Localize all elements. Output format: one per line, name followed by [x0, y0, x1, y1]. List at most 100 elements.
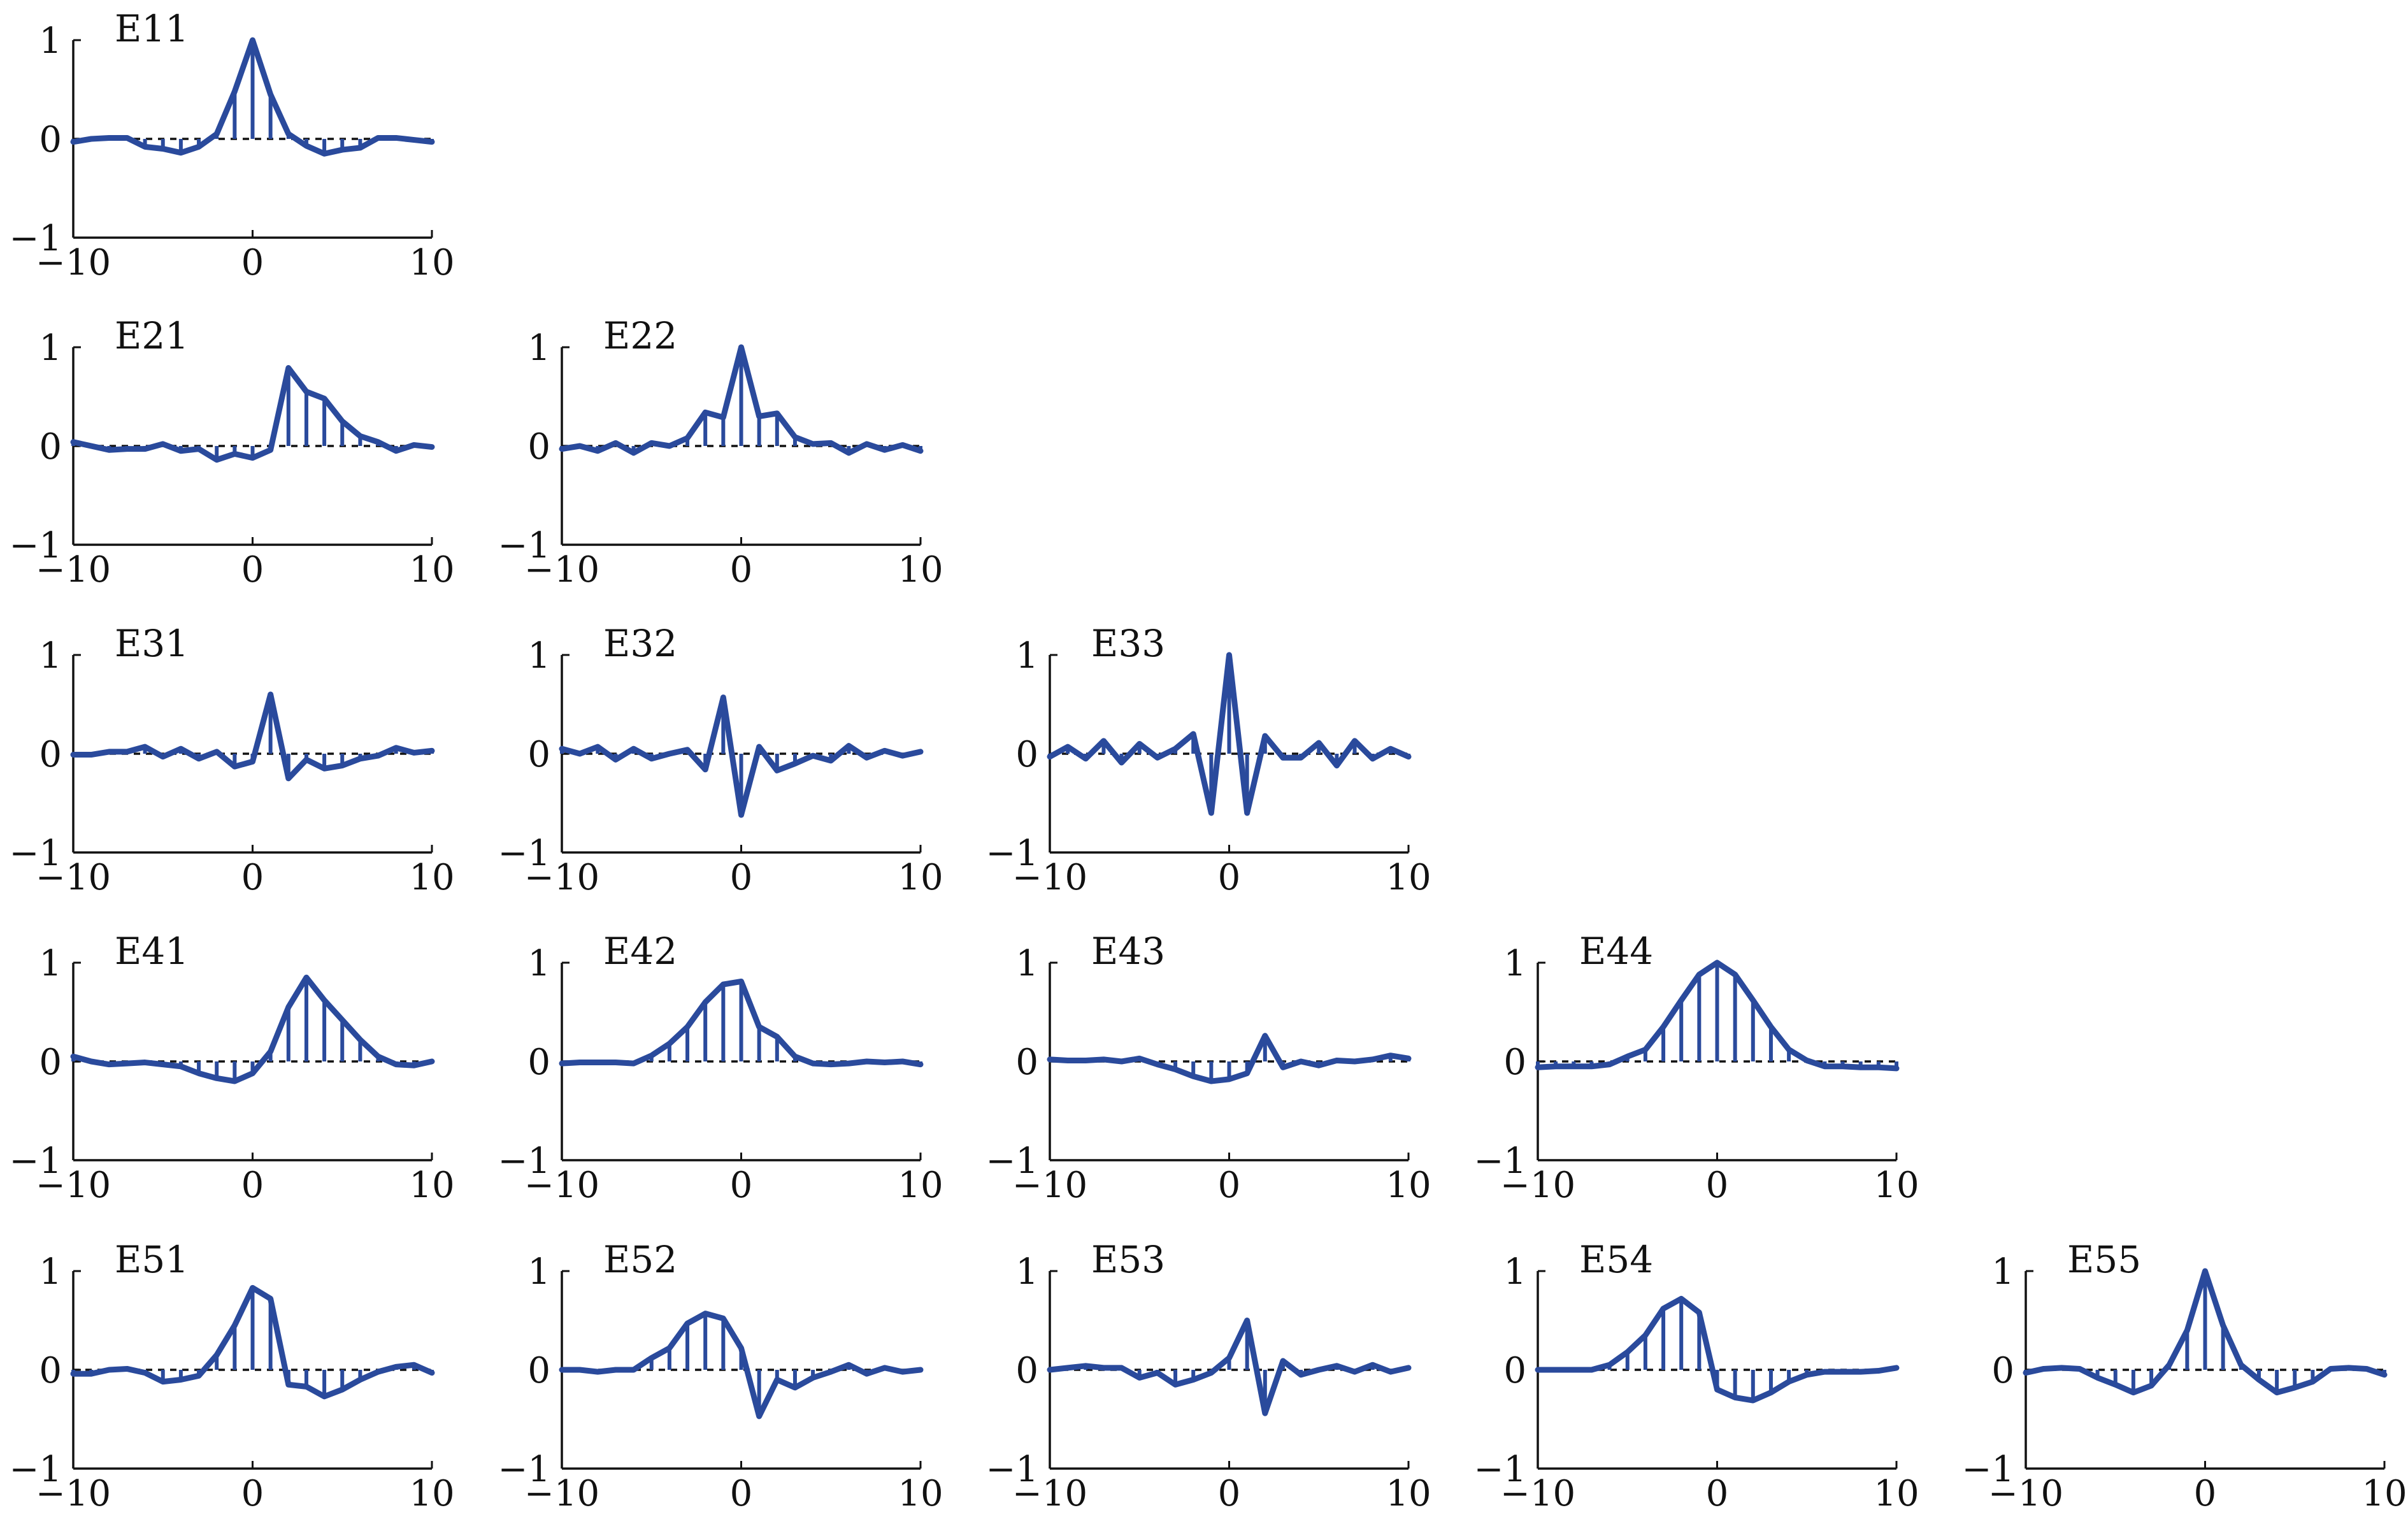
y-tick-label: −1	[1961, 1449, 2014, 1490]
x-tick-label: 0	[2194, 1473, 2217, 1514]
x-tick-label: 10	[409, 1165, 454, 1206]
x-tick-label: 0	[1218, 1165, 1241, 1206]
x-tick-label: 10	[1874, 1473, 1919, 1514]
panel-title: E21	[115, 314, 189, 357]
y-tick-label: −1	[985, 1140, 1038, 1182]
y-tick-label: 0	[527, 734, 550, 775]
y-tick-label: −1	[9, 833, 62, 874]
x-tick-label: −10	[36, 857, 111, 898]
y-tick-label: 1	[1503, 943, 1526, 984]
series-line	[559, 978, 924, 1068]
x-tick-label: 10	[898, 549, 943, 591]
panel-title: E11	[115, 7, 189, 50]
y-tick-label: 0	[527, 426, 550, 468]
y-tick-label: 1	[39, 327, 62, 369]
series-line	[1047, 1318, 1412, 1416]
y-tick-label: 1	[39, 20, 62, 62]
y-tick-label: 1	[39, 943, 62, 984]
y-tick-label: −1	[9, 525, 62, 566]
x-tick-label: 0	[1706, 1165, 1729, 1206]
y-tick-label: 0	[1015, 734, 1038, 775]
y-tick-label: −1	[9, 1449, 62, 1490]
x-tick-label: 0	[730, 1165, 753, 1206]
panel-title: E55	[2067, 1238, 2141, 1281]
y-tick-label: 1	[39, 635, 62, 677]
x-tick-label: 0	[730, 1473, 753, 1514]
y-tick-label: −1	[498, 1140, 550, 1182]
x-tick-label: −10	[524, 1165, 599, 1206]
series-line	[559, 344, 924, 456]
series-line	[1535, 1295, 1900, 1404]
y-tick-label: −1	[985, 833, 1038, 874]
series-line	[70, 691, 435, 782]
x-tick-label: 10	[1874, 1165, 1919, 1206]
x-tick-label: 10	[898, 1165, 943, 1206]
series-line	[70, 37, 435, 157]
x-tick-label: −10	[1988, 1473, 2063, 1514]
panel-title: E53	[1091, 1238, 1165, 1281]
y-tick-label: −1	[498, 833, 550, 874]
x-tick-label: −10	[524, 549, 599, 591]
x-tick-label: 10	[2361, 1473, 2407, 1514]
y-tick-label: 1	[527, 943, 550, 984]
y-tick-label: −1	[9, 218, 62, 259]
x-tick-label: −10	[1012, 857, 1087, 898]
y-tick-label: 1	[1015, 943, 1038, 984]
y-tick-label: 1	[527, 327, 550, 369]
x-tick-label: −10	[36, 1473, 111, 1514]
y-tick-label: 1	[1991, 1251, 2014, 1293]
x-tick-label: 0	[730, 549, 753, 591]
y-tick-label: 0	[527, 1350, 550, 1391]
x-tick-label: 10	[1386, 1165, 1431, 1206]
series-line	[1047, 1033, 1412, 1084]
x-tick-label: −10	[524, 857, 599, 898]
panel-title: E52	[603, 1238, 677, 1281]
y-tick-label: 0	[1503, 1042, 1526, 1083]
x-tick-label: −10	[524, 1473, 599, 1514]
y-tick-label: 0	[1991, 1350, 2014, 1391]
series-line	[2023, 1268, 2388, 1396]
x-tick-label: 10	[898, 1473, 943, 1514]
panel-title: E22	[603, 314, 677, 357]
y-tick-label: 0	[39, 1350, 62, 1391]
y-tick-label: −1	[9, 1140, 62, 1182]
x-tick-label: 0	[241, 857, 264, 898]
y-tick-label: 0	[527, 1042, 550, 1083]
x-tick-label: 0	[730, 857, 753, 898]
panel-title: E54	[1579, 1238, 1653, 1281]
series-line	[70, 365, 435, 463]
x-tick-label: 0	[241, 242, 264, 284]
x-tick-label: −10	[1012, 1165, 1087, 1206]
panel-title: E31	[115, 622, 189, 665]
series-line	[1047, 652, 1412, 816]
x-tick-label: 0	[241, 1473, 264, 1514]
y-tick-label: 1	[527, 1251, 550, 1293]
y-tick-label: 1	[1503, 1251, 1526, 1293]
x-tick-label: −10	[1500, 1165, 1575, 1206]
y-tick-label: 0	[39, 734, 62, 775]
panel-title: E42	[603, 930, 677, 973]
x-tick-label: 0	[241, 549, 264, 591]
y-tick-label: 1	[1015, 635, 1038, 677]
x-tick-label: 0	[1218, 857, 1241, 898]
series-line	[559, 1311, 924, 1420]
x-tick-label: 10	[409, 1473, 454, 1514]
x-tick-label: 0	[1218, 1473, 1241, 1514]
x-tick-label: 10	[1386, 857, 1431, 898]
y-tick-label: 0	[39, 426, 62, 468]
y-tick-label: −1	[1473, 1449, 1526, 1490]
y-tick-label: 1	[527, 635, 550, 677]
y-tick-label: 0	[1015, 1042, 1038, 1083]
x-tick-label: −10	[36, 1165, 111, 1206]
y-tick-label: −1	[498, 1449, 550, 1490]
